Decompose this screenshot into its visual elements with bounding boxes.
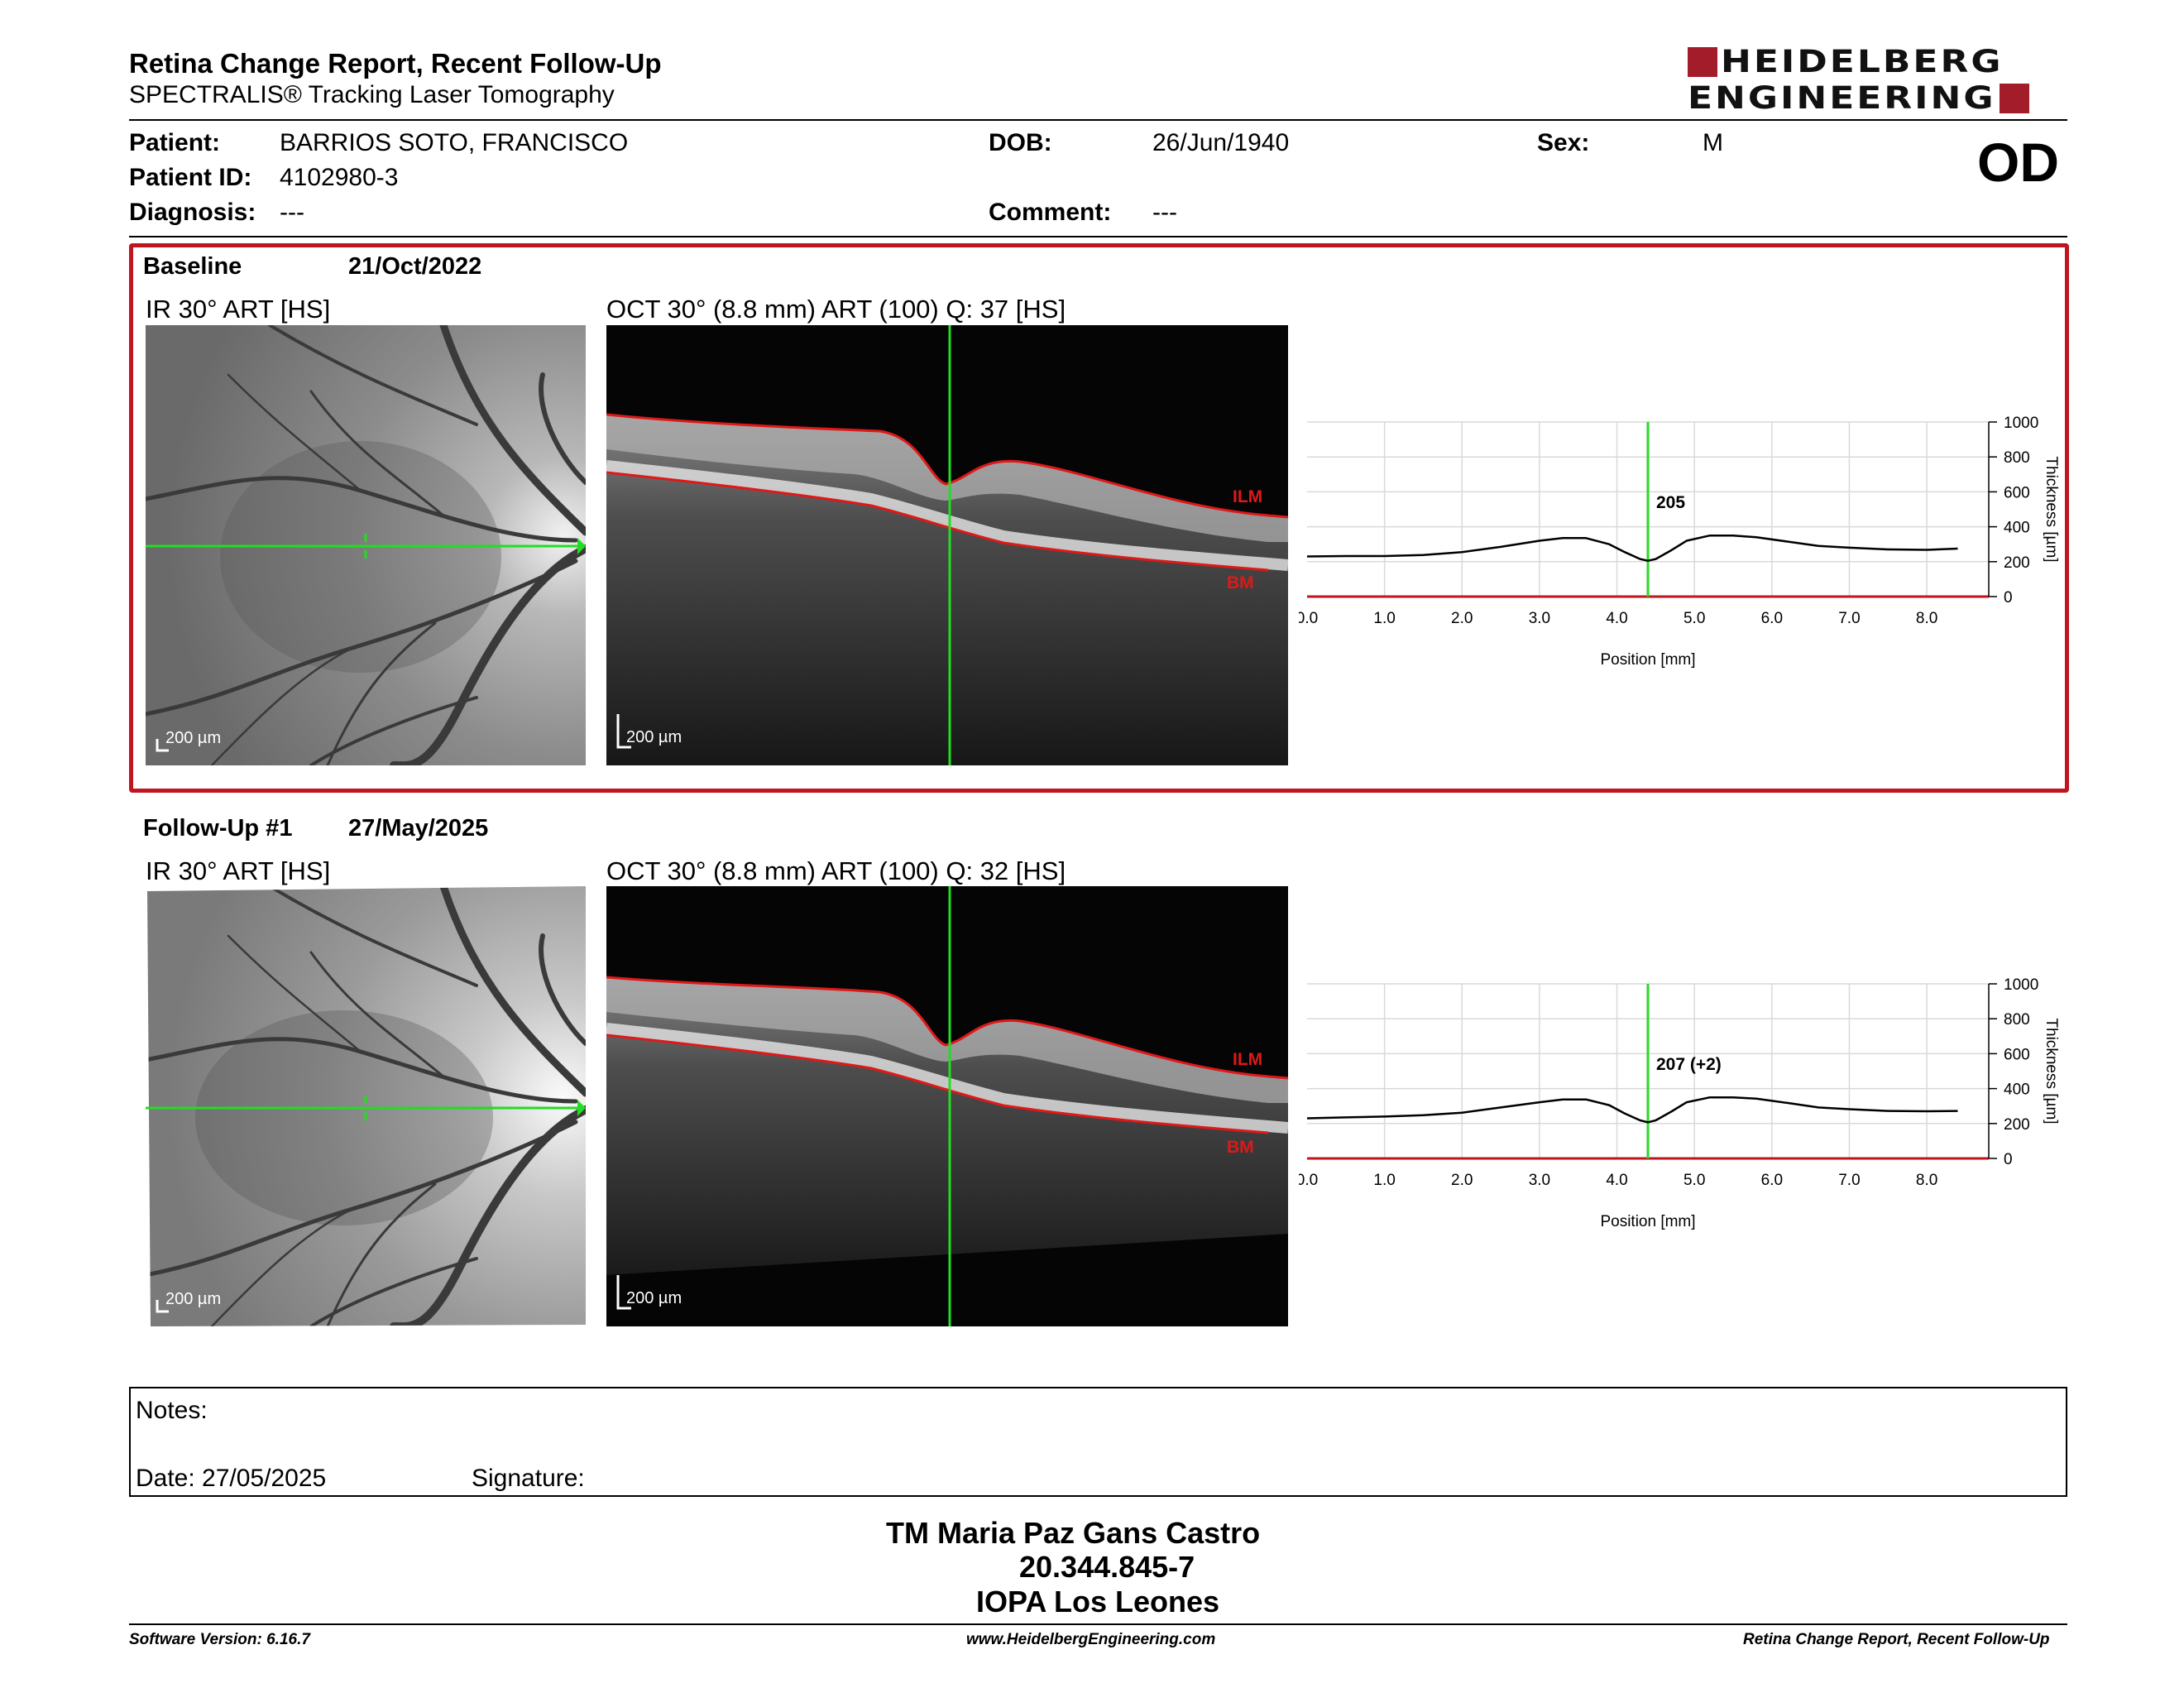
report-subtitle: SPECTRALIS® Tracking Laser Tomography <box>129 81 615 108</box>
notes-box[interactable] <box>129 1387 2067 1497</box>
patient-name: BARRIOS SOTO, FRANCISCO <box>280 129 629 156</box>
chart-x-tick-label: 4.0 <box>1606 610 1627 627</box>
footer-software-version: Software Version: 6.16.7 <box>129 1631 310 1648</box>
baseline-label: Baseline <box>143 253 242 280</box>
dob-label: DOB: <box>989 129 1052 156</box>
chart-marker-label: 205 <box>1656 493 1685 512</box>
chart-x-tick-label: 0.0 <box>1299 1172 1318 1189</box>
followup-oct-caption: OCT 30° (8.8 mm) ART (100) Q: 32 [HS] <box>606 856 1066 885</box>
diagnosis-label: Diagnosis: <box>129 199 256 226</box>
signer-clinic: IOPA Los Leones <box>976 1585 1220 1618</box>
patient-id-label: Patient ID: <box>129 164 252 191</box>
footer-website-link[interactable]: www.HeidelbergEngineering.com <box>966 1631 1216 1648</box>
heidelberg-logo: HEIDELBERG ENGINEERING <box>1688 46 2068 117</box>
header-divider <box>129 119 2067 121</box>
eye-label: OD <box>1977 132 2059 193</box>
footer-report-name: Retina Change Report, Recent Follow-Up <box>1743 1631 2050 1648</box>
comment-value: --- <box>1152 199 1177 226</box>
baseline-highlight-box <box>129 243 2069 793</box>
baseline-oct-bscan-image[interactable]: ILM BM 200 µm <box>606 325 1288 765</box>
diagnosis-value: --- <box>280 199 304 226</box>
baseline-ir-scale-label: 200 µm <box>165 729 222 747</box>
baseline-date: 21/Oct/2022 <box>348 253 482 280</box>
logo-line-2: ENGINEERING <box>1688 79 1996 117</box>
logo-square-icon <box>1999 84 2029 113</box>
chart-x-tick-label: 1.0 <box>1373 1172 1395 1189</box>
chart-x-tick-label: 5.0 <box>1684 610 1705 627</box>
report-title: Retina Change Report, Recent Follow-Up <box>129 48 662 79</box>
patient-name-label: Patient: <box>129 129 221 156</box>
chart-x-axis-label: Position [mm] <box>1600 1213 1695 1230</box>
chart-y-tick-label: 600 <box>2004 1046 2030 1063</box>
baseline-ir-svg <box>146 325 586 765</box>
chart-y-tick-label: 800 <box>2004 449 2030 467</box>
chart-x-tick-label: 6.0 <box>1761 1172 1783 1189</box>
chart-marker-label: 207 (+2) <box>1656 1055 1722 1074</box>
chart-y-tick-label: 0 <box>2004 1151 2013 1168</box>
chart-x-tick-label: 4.0 <box>1606 1172 1627 1189</box>
chart-x-tick-label: 8.0 <box>1916 1172 1937 1189</box>
chart-y-tick-label: 800 <box>2004 1011 2030 1029</box>
followup-ir-fundus-image[interactable]: 200 µm <box>146 886 586 1326</box>
notes-date: Date: 27/05/2025 <box>136 1465 327 1492</box>
followup-thickness-chart[interactable]: 0 200 400 600 800 1000 0.0 1.0 2.0 3.0 4.0 5.0 6.0 7.… <box>1299 967 2085 1240</box>
chart-x-tick-label: 3.0 <box>1529 1172 1550 1189</box>
baseline-oct-caption: OCT 30° (8.8 mm) ART (100) Q: 37 [HS] <box>606 295 1066 324</box>
sex-label: Sex: <box>1537 129 1590 156</box>
chart-y-axis-label: Thickness [µm] <box>2043 1018 2060 1124</box>
followup-ir-svg <box>146 886 586 1326</box>
chart-x-tick-label: 2.0 <box>1451 1172 1473 1189</box>
chart-y-tick-label: 600 <box>2004 484 2030 501</box>
logo-line-1: HEIDELBERG <box>1721 43 2004 80</box>
chart-x-tick-label: 6.0 <box>1761 610 1783 627</box>
followup-label: Follow-Up #1 <box>143 815 293 842</box>
chart-y-axis-label: Thickness [µm] <box>2043 456 2060 562</box>
followup-date: 27/May/2025 <box>348 815 489 842</box>
baseline-ir-caption: IR 30° ART [HS] <box>146 295 331 324</box>
sex-value: M <box>1703 129 1723 156</box>
chart-x-tick-label: 7.0 <box>1838 610 1860 627</box>
chart-x-tick-label: 0.0 <box>1299 610 1318 627</box>
chart-y-tick-label: 200 <box>2004 554 2030 572</box>
chart-y-tick-label: 1000 <box>2004 415 2038 432</box>
baseline-bm-label: BM <box>1227 573 1254 592</box>
chart-y-tick-label: 400 <box>2004 520 2030 537</box>
chart-y-tick-label: 1000 <box>2004 976 2038 994</box>
chart-x-tick-label: 1.0 <box>1373 610 1395 627</box>
chart-x-tick-label: 2.0 <box>1451 610 1473 627</box>
followup-ir-caption: IR 30° ART [HS] <box>146 856 331 885</box>
chart-x-tick-label: 8.0 <box>1916 610 1937 627</box>
patient-id: 4102980-3 <box>280 164 399 191</box>
followup-ilm-label: ILM <box>1233 1050 1263 1069</box>
notes-label: Notes: <box>136 1397 208 1424</box>
baseline-oct-svg <box>606 325 1288 765</box>
signer-name: TM Maria Paz Gans Castro <box>886 1516 1261 1550</box>
baseline-thickness-chart[interactable]: 0 200 400 600 800 1000 0.0 1.0 2.0 3.0 4.0 5.0 6.0 7.… <box>1299 405 2085 679</box>
patient-divider <box>129 236 2067 237</box>
baseline-ir-fundus-image[interactable]: 200 µm <box>146 325 586 765</box>
footer-divider <box>129 1623 2067 1625</box>
chart-x-tick-label: 7.0 <box>1838 1172 1860 1189</box>
followup-oct-scale-label: 200 µm <box>626 1289 682 1307</box>
baseline-ilm-label: ILM <box>1233 487 1263 506</box>
chart-thickness-line <box>1306 1096 1958 1124</box>
comment-label: Comment: <box>989 199 1112 226</box>
logo-square-icon <box>1688 47 1717 77</box>
chart-x-axis-label: Position [mm] <box>1600 651 1695 669</box>
chart-y-tick-label: 0 <box>2004 589 2013 607</box>
signature-label: Signature: <box>472 1465 585 1492</box>
followup-bm-label: BM <box>1227 1138 1254 1157</box>
dob-value: 26/Jun/1940 <box>1152 129 1290 156</box>
chart-y-tick-label: 200 <box>2004 1116 2030 1134</box>
chart-x-tick-label: 5.0 <box>1684 1172 1705 1189</box>
baseline-oct-scale-label: 200 µm <box>626 728 682 746</box>
followup-ir-scale-label: 200 µm <box>165 1290 222 1308</box>
followup-oct-svg <box>606 886 1288 1326</box>
chart-thickness-line <box>1306 534 1958 562</box>
followup-oct-bscan-image[interactable]: ILM BM 200 µm <box>606 886 1288 1326</box>
signer-rut: 20.344.845-7 <box>1019 1550 1195 1584</box>
chart-x-tick-label: 3.0 <box>1529 610 1550 627</box>
chart-y-tick-label: 400 <box>2004 1081 2030 1099</box>
